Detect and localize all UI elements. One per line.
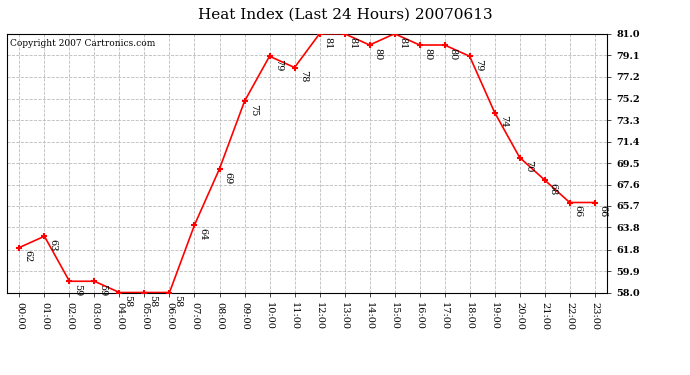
Text: Copyright 2007 Cartronics.com: Copyright 2007 Cartronics.com (10, 39, 155, 48)
Text: 66: 66 (599, 205, 608, 218)
Text: 81: 81 (324, 36, 333, 49)
Text: 63: 63 (48, 239, 57, 251)
Text: 59: 59 (99, 284, 108, 296)
Text: 78: 78 (299, 70, 308, 82)
Text: 69: 69 (224, 171, 233, 184)
Text: 66: 66 (574, 205, 583, 218)
Text: 80: 80 (424, 48, 433, 60)
Text: 70: 70 (524, 160, 533, 172)
Text: 75: 75 (248, 104, 257, 116)
Text: 64: 64 (199, 228, 208, 240)
Text: 79: 79 (474, 59, 483, 71)
Text: 62: 62 (23, 250, 32, 262)
Text: 68: 68 (549, 183, 558, 195)
Text: Heat Index (Last 24 Hours) 20070613: Heat Index (Last 24 Hours) 20070613 (198, 8, 492, 21)
Text: 74: 74 (499, 115, 508, 128)
Text: 58: 58 (124, 295, 132, 307)
Text: 58: 58 (148, 295, 157, 307)
Text: 81: 81 (348, 36, 357, 49)
Text: 79: 79 (274, 59, 283, 71)
Text: 80: 80 (374, 48, 383, 60)
Text: 81: 81 (399, 36, 408, 49)
Text: 80: 80 (448, 48, 457, 60)
Text: 59: 59 (74, 284, 83, 296)
Text: 58: 58 (174, 295, 183, 307)
